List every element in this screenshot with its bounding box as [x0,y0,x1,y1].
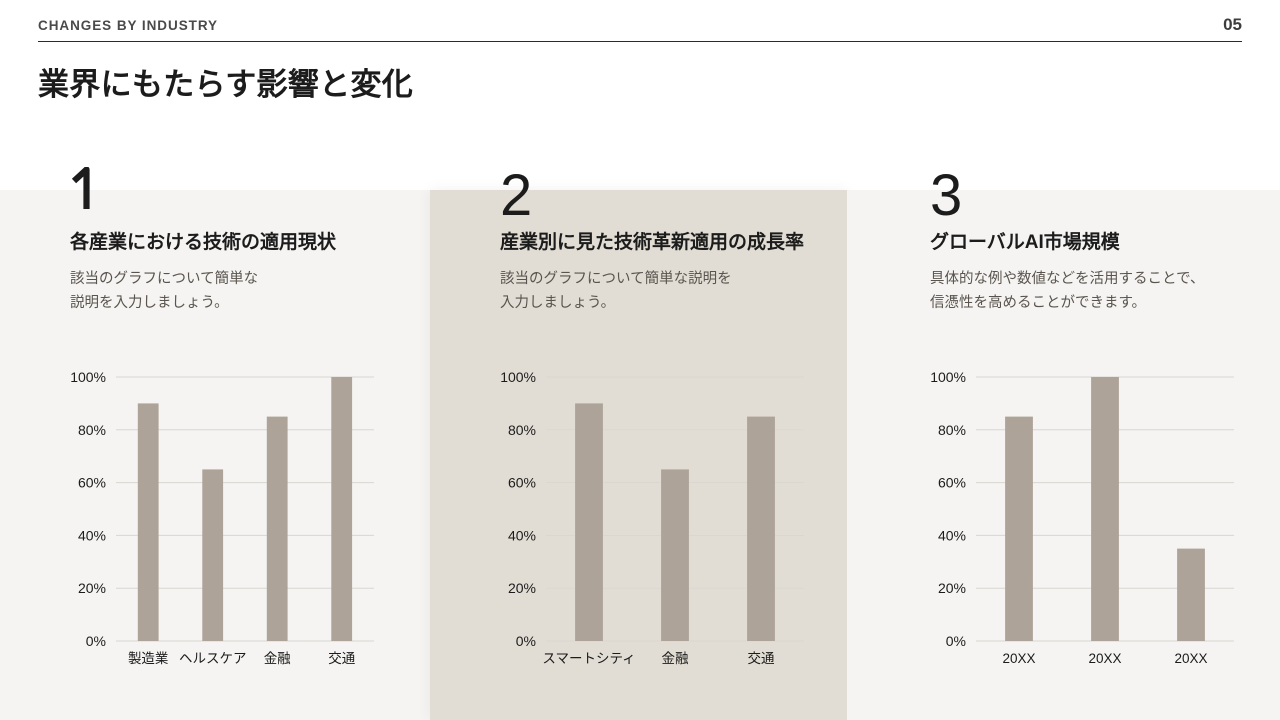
svg-text:20%: 20% [508,580,536,596]
svg-text:20XX: 20XX [1002,651,1035,666]
svg-text:60%: 60% [938,475,966,491]
svg-text:40%: 40% [508,527,536,543]
svg-text:0%: 0% [946,633,966,649]
svg-text:100%: 100% [500,371,536,385]
svg-text:20%: 20% [938,580,966,596]
svg-text:100%: 100% [930,371,966,385]
svg-text:20XX: 20XX [1088,651,1121,666]
svg-text:交通: 交通 [328,651,355,666]
svg-text:20XX: 20XX [1174,651,1207,666]
svg-text:製造業: 製造業 [128,651,169,666]
svg-text:40%: 40% [938,527,966,543]
svg-text:20%: 20% [78,580,106,596]
svg-text:スマートシティ: スマートシティ [542,651,635,666]
svg-text:100%: 100% [70,371,106,385]
svg-text:60%: 60% [78,475,106,491]
svg-text:80%: 80% [508,422,536,438]
svg-text:金融: 金融 [662,651,690,666]
svg-text:0%: 0% [516,633,536,649]
svg-text:ヘルスケア: ヘルスケア [179,651,247,666]
svg-text:金融: 金融 [264,651,291,666]
svg-text:0%: 0% [86,633,106,649]
svg-text:交通: 交通 [748,651,776,666]
svg-text:80%: 80% [938,422,966,438]
svg-text:40%: 40% [78,527,106,543]
svg-text:80%: 80% [78,422,106,438]
svg-text:60%: 60% [508,475,536,491]
